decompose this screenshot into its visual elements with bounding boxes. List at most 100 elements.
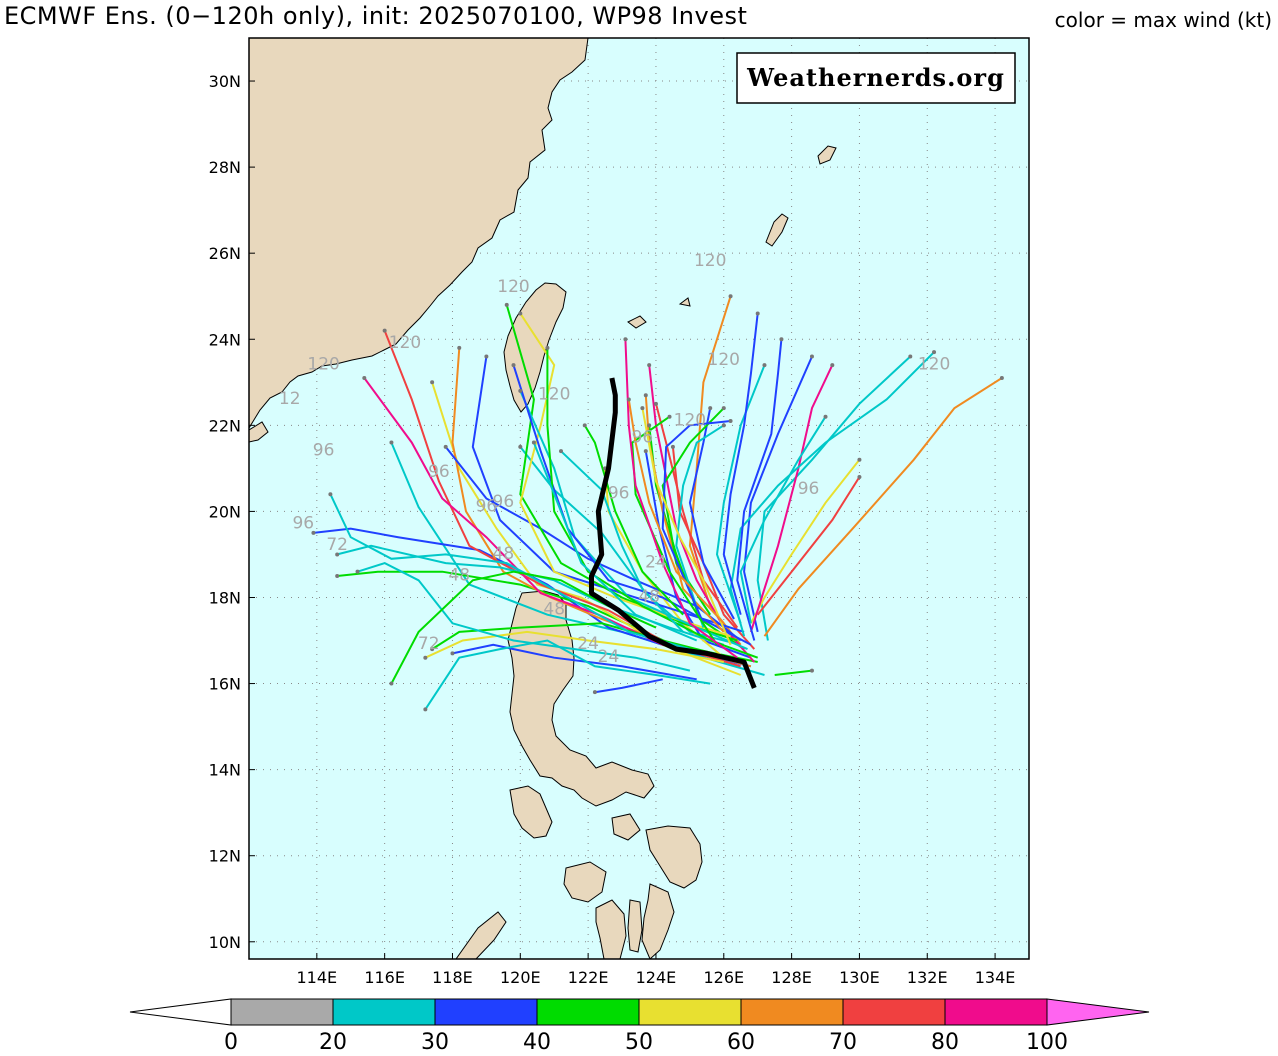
ensemble-track xyxy=(627,399,725,624)
ensemble-track xyxy=(729,351,935,637)
colorbar-swatch xyxy=(230,998,334,1026)
wind-colorbar: 0 20 30 40 50 60 70 80 100 xyxy=(129,998,1150,1055)
lat-tick-label: 16N xyxy=(209,675,241,694)
track-end-dot xyxy=(623,337,628,342)
colorbar-label: 30 xyxy=(421,1030,449,1055)
colorbar-swatch xyxy=(944,998,1048,1026)
ishigaki-island xyxy=(627,315,647,329)
forecast-hour-label: 96 xyxy=(476,496,498,516)
track-end-dot xyxy=(857,474,862,479)
map-title: ECMWF Ens. (0−120h only), init: 20250701… xyxy=(4,2,748,30)
land-masses xyxy=(249,38,837,959)
track-end-dot xyxy=(559,449,563,454)
lon-tick-label: 126E xyxy=(703,968,744,987)
track-end-dot xyxy=(721,423,726,428)
track-end-dot xyxy=(647,363,652,368)
miyako-island xyxy=(678,297,691,307)
track-end-dot xyxy=(755,311,760,316)
track-end-dot xyxy=(643,393,648,398)
colorbar-high-arrow xyxy=(1046,998,1150,1026)
track-end-dot xyxy=(430,380,435,385)
track-end-dot xyxy=(908,354,913,359)
hainan-island xyxy=(249,421,269,443)
okinawa-island xyxy=(765,213,789,247)
colorbar-swatch xyxy=(332,998,436,1026)
track-end-dot xyxy=(721,406,726,411)
colorbar-swatch xyxy=(434,998,538,1026)
track-end-dot xyxy=(670,444,675,449)
ensemble-track xyxy=(655,403,739,629)
ensemble-track xyxy=(512,364,752,646)
track-end-dot xyxy=(647,423,652,428)
forecast-hour-label: 48 xyxy=(493,544,515,564)
mindoro-island xyxy=(509,785,553,839)
track-end-dot xyxy=(531,440,536,445)
masbate-island xyxy=(611,813,641,841)
lat-tick-label: 26N xyxy=(209,244,241,263)
ensemble-track xyxy=(722,313,759,615)
track-end-dot xyxy=(311,530,316,535)
ensemble-track xyxy=(736,339,783,641)
lat-tick-label: 30N xyxy=(209,72,241,91)
track-end-dot xyxy=(430,647,435,652)
track-end-dot xyxy=(389,681,394,686)
track-end-dot xyxy=(582,423,587,428)
ensemble-track xyxy=(532,442,698,642)
plot-frame xyxy=(248,37,1030,960)
forecast-hour-label: 120 xyxy=(918,354,950,374)
track-end-dot xyxy=(779,337,784,342)
forecast-hour-label: 96 xyxy=(313,440,335,460)
forecast-hour-label: 24 xyxy=(598,647,620,667)
forecast-hour-label: 72 xyxy=(418,634,440,654)
track-end-dot xyxy=(653,401,658,406)
china-coast xyxy=(249,38,589,429)
latitude-ticks: 10N 12N 14N 16N 18N 20N 22N 24N 26N 28N 30N xyxy=(209,72,255,952)
track-end-dot xyxy=(457,345,462,350)
track-end-dot xyxy=(823,414,828,419)
track-end-dot xyxy=(830,363,835,368)
colorbar-label: 70 xyxy=(829,1030,857,1055)
ensemble-track xyxy=(357,562,691,672)
ensemble-track xyxy=(743,356,813,633)
color-legend-note: color = max wind (kt) xyxy=(1054,8,1272,32)
track-end-dot xyxy=(728,294,733,299)
forecast-hour-label: 24 xyxy=(577,634,599,654)
forecast-hour-label: 48 xyxy=(638,587,660,607)
ensemble-track xyxy=(594,678,663,694)
lon-tick-label: 124E xyxy=(636,968,677,987)
ensemble-track xyxy=(675,424,725,628)
track-end-dot xyxy=(762,363,767,368)
lat-tick-label: 28N xyxy=(209,158,241,177)
lat-tick-label: 14N xyxy=(209,761,241,780)
mean-track-line xyxy=(589,377,757,689)
lon-tick-label: 122E xyxy=(568,968,609,987)
track-end-dot xyxy=(335,573,340,578)
lat-tick-label: 20N xyxy=(209,502,241,521)
track-end-dot xyxy=(423,655,428,660)
ensemble-track xyxy=(424,639,711,710)
panay-island xyxy=(563,861,607,903)
ensemble-track xyxy=(424,630,724,663)
ensemble-track xyxy=(505,304,738,642)
colorbar-label: 0 xyxy=(224,1030,238,1055)
track-end-dot xyxy=(809,668,814,673)
track-end-dot xyxy=(335,552,340,557)
lat-tick-label: 24N xyxy=(209,330,241,349)
ensemble-track xyxy=(763,377,1003,637)
colorbar-swatch xyxy=(536,998,640,1026)
forecast-hour-label: 96 xyxy=(798,479,820,499)
forecast-hour-label: 96 xyxy=(493,492,515,512)
lon-tick-label: 116E xyxy=(364,968,405,987)
colorbar-swatch xyxy=(740,998,844,1026)
forecast-hour-label: 12 xyxy=(279,389,301,409)
forecast-hour-label: 120 xyxy=(389,333,421,353)
track-end-dot xyxy=(328,492,333,497)
lat-tick-label: 18N xyxy=(209,588,241,607)
track-end-dot xyxy=(708,406,713,411)
track-end-dot xyxy=(857,457,862,462)
forecast-hour-label: 120 xyxy=(538,385,570,405)
lon-tick-label: 134E xyxy=(975,968,1016,987)
ensemble-track xyxy=(624,339,738,659)
ensemble-track xyxy=(329,493,691,651)
